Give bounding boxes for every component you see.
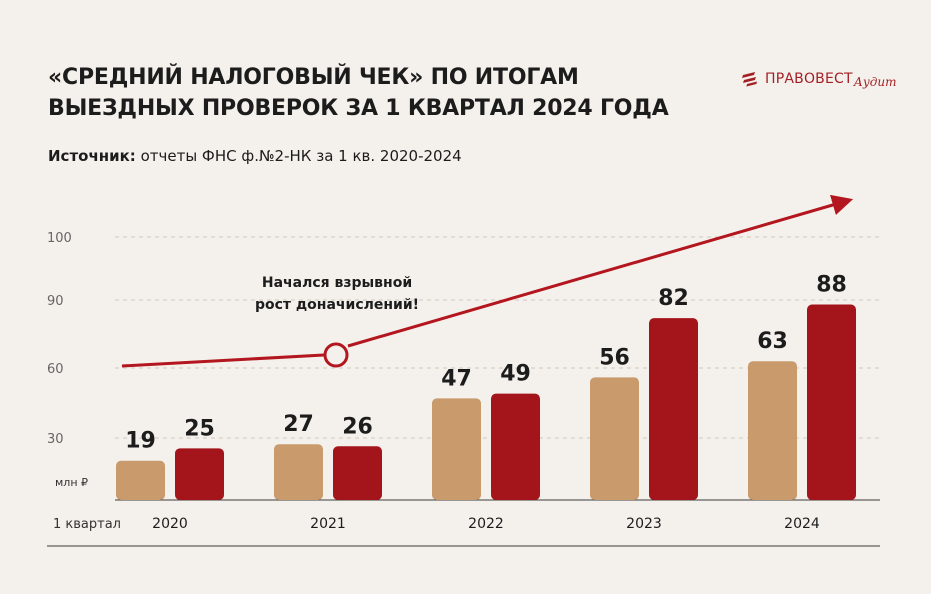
annotation-line-1: Начался взрывной	[262, 275, 412, 291]
data-label: 88	[816, 273, 847, 298]
x-tick-label: 2022	[468, 516, 504, 532]
period-label: 1 квартал	[53, 517, 121, 532]
bar	[333, 446, 382, 500]
bar	[432, 398, 481, 500]
bar	[274, 444, 323, 500]
trend-arrow	[347, 194, 854, 348]
data-label: 26	[342, 414, 373, 439]
data-label: 25	[184, 416, 215, 441]
page-title: «Средний налоговый чек» по итогам выездн…	[48, 62, 688, 124]
x-tick-label: 2021	[310, 516, 346, 532]
trend-point	[323, 342, 349, 368]
bar	[491, 393, 540, 500]
x-tick-label: 2020	[152, 516, 188, 532]
bar	[649, 318, 698, 500]
y-tick-label: 30	[47, 432, 64, 447]
y-tick-label: 90	[47, 294, 64, 309]
data-label: 63	[757, 329, 788, 354]
x-tick-label: 2023	[626, 516, 662, 532]
logo-word-2: Аудит	[853, 75, 897, 89]
logo-word-1: ПРАВОВЕСТ	[765, 71, 853, 87]
y-tick-label: 100	[47, 231, 72, 246]
bar	[807, 304, 856, 500]
brand-logo: ПРАВОВЕСТ Аудит	[741, 66, 901, 92]
bar	[116, 460, 165, 500]
unit-label: млн ₽	[55, 476, 88, 489]
data-label: 47	[441, 366, 472, 391]
data-label: 27	[283, 412, 314, 437]
title-line-1: «Средний налоговый чек» по итогам	[48, 65, 579, 90]
source-text: отчеты ФНС ф.№2-НК за 1 кв. 2020-2024	[140, 147, 462, 165]
bar	[590, 377, 639, 500]
title-line-2: выездных проверок за 1 квартал 2024 года	[48, 96, 669, 121]
data-label: 19	[125, 429, 156, 454]
data-label: 49	[500, 362, 531, 387]
source-line: Источник: отчеты ФНС ф.№2-НК за 1 кв. 20…	[48, 147, 462, 165]
data-label: 82	[658, 286, 689, 311]
logo-icon	[742, 72, 757, 87]
x-tick-label: 2024	[784, 516, 820, 532]
data-label: 56	[599, 345, 630, 370]
source-label: Источник:	[48, 147, 136, 165]
annotation-line-2: рост доначислений!	[255, 297, 419, 313]
y-tick-label: 60	[47, 362, 64, 377]
trend-line-flat	[121, 353, 325, 368]
bar	[748, 361, 797, 500]
bar	[175, 448, 224, 500]
